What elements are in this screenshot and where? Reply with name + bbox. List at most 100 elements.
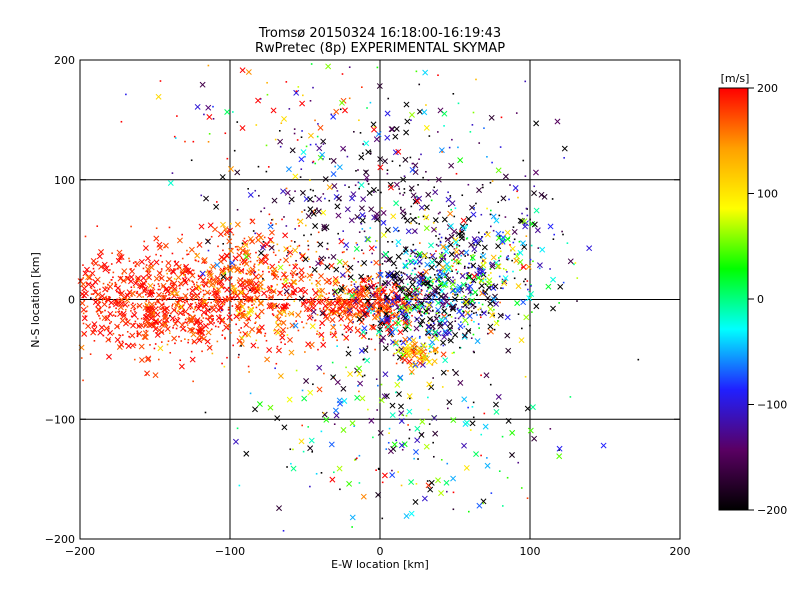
data-point-dot bbox=[429, 336, 431, 339]
data-point-dot bbox=[299, 252, 301, 254]
data-point-x bbox=[536, 262, 543, 269]
data-point-dot bbox=[473, 307, 475, 310]
data-point-dot bbox=[179, 296, 181, 299]
data-point-dot bbox=[410, 222, 412, 225]
colorbar-tick-label: 100 bbox=[757, 188, 778, 201]
data-point-x bbox=[449, 200, 456, 207]
data-point-dot bbox=[279, 258, 282, 261]
data-point-x bbox=[298, 276, 305, 283]
data-point-x bbox=[405, 228, 412, 235]
data-point-dot bbox=[484, 233, 486, 236]
data-point-x bbox=[347, 325, 354, 332]
data-point-dot bbox=[224, 132, 227, 135]
data-point-dot bbox=[344, 292, 346, 295]
data-point-dot bbox=[166, 343, 169, 346]
data-point-dot bbox=[184, 321, 186, 324]
data-point-dot bbox=[101, 298, 104, 300]
data-point-dot bbox=[347, 346, 350, 349]
data-point-x bbox=[422, 354, 429, 361]
data-point-x bbox=[410, 216, 417, 223]
data-point-dot bbox=[437, 311, 440, 314]
data-point-dot bbox=[446, 407, 449, 410]
data-point-dot bbox=[227, 236, 230, 238]
data-point-dot bbox=[457, 146, 459, 149]
data-point-dot bbox=[278, 261, 280, 263]
data-point-x bbox=[259, 244, 266, 251]
data-point-x bbox=[364, 297, 371, 304]
data-point-x bbox=[469, 254, 476, 261]
data-point-dot bbox=[561, 230, 563, 233]
data-point-x bbox=[206, 344, 213, 351]
data-point-dot bbox=[161, 285, 164, 287]
data-point-x bbox=[200, 335, 207, 342]
data-point-dot bbox=[356, 291, 359, 294]
data-point-x bbox=[463, 464, 470, 471]
data-point-x bbox=[418, 346, 424, 353]
data-point-dot bbox=[171, 172, 174, 174]
data-point-x bbox=[391, 441, 398, 448]
data-point-x bbox=[303, 306, 310, 313]
data-point-dot bbox=[412, 243, 415, 246]
data-point-dot bbox=[262, 240, 265, 243]
data-point-dot bbox=[364, 304, 367, 306]
data-point-x bbox=[385, 279, 392, 286]
data-point-x bbox=[283, 257, 290, 264]
data-point-dot bbox=[301, 211, 303, 213]
data-point-dot bbox=[270, 272, 273, 275]
data-point-dot bbox=[437, 131, 439, 133]
data-point-x bbox=[281, 282, 288, 289]
data-point-dot bbox=[490, 209, 492, 212]
data-point-x bbox=[104, 315, 111, 322]
data-point-dot bbox=[470, 310, 473, 313]
data-point-dot bbox=[482, 291, 484, 294]
data-point-x bbox=[495, 393, 502, 400]
data-point-x bbox=[423, 443, 430, 450]
data-point-x bbox=[279, 330, 286, 337]
data-point-x bbox=[461, 332, 468, 339]
data-point-dot bbox=[419, 356, 422, 359]
data-point-dot bbox=[376, 409, 378, 411]
data-point-x bbox=[398, 278, 405, 285]
data-point-dot bbox=[478, 327, 480, 329]
data-point-dot bbox=[407, 424, 409, 426]
data-point-x bbox=[209, 280, 216, 287]
data-point-x bbox=[450, 475, 457, 482]
data-point-dot bbox=[441, 386, 444, 388]
data-point-dot bbox=[566, 242, 569, 244]
data-point-dot bbox=[272, 241, 275, 244]
data-point-dot bbox=[184, 274, 186, 276]
data-point-x bbox=[307, 389, 314, 396]
data-point-x bbox=[243, 260, 250, 267]
data-point-x bbox=[413, 325, 420, 332]
data-point-dot bbox=[403, 191, 406, 194]
data-point-x bbox=[324, 315, 330, 322]
data-point-x bbox=[447, 337, 454, 344]
data-point-x bbox=[402, 319, 409, 326]
data-point-x bbox=[115, 257, 122, 264]
data-point-x bbox=[267, 404, 274, 411]
data-point-dot bbox=[361, 228, 364, 230]
data-point-dot bbox=[471, 259, 474, 261]
data-point-dot bbox=[277, 276, 279, 278]
data-point-x bbox=[443, 479, 450, 486]
data-point-dot bbox=[418, 279, 420, 282]
data-point-x bbox=[384, 110, 391, 117]
data-point-x bbox=[360, 329, 367, 335]
data-point-dot bbox=[326, 248, 328, 250]
data-point-x bbox=[237, 281, 244, 288]
data-point-x bbox=[378, 397, 385, 404]
data-point-x bbox=[330, 171, 337, 177]
data-point-x bbox=[268, 294, 275, 301]
data-point-dot bbox=[384, 296, 387, 298]
data-point-dot bbox=[467, 183, 470, 186]
data-point-dot bbox=[320, 430, 323, 433]
data-point-dot bbox=[454, 207, 457, 210]
data-point-x bbox=[389, 472, 396, 479]
data-point-dot bbox=[236, 427, 239, 430]
data-point-x bbox=[349, 514, 356, 521]
data-point-dot bbox=[386, 343, 389, 345]
data-point-dot bbox=[439, 240, 442, 243]
data-point-dot bbox=[320, 472, 323, 474]
data-point-dot bbox=[478, 287, 481, 290]
data-point-x bbox=[495, 243, 502, 250]
